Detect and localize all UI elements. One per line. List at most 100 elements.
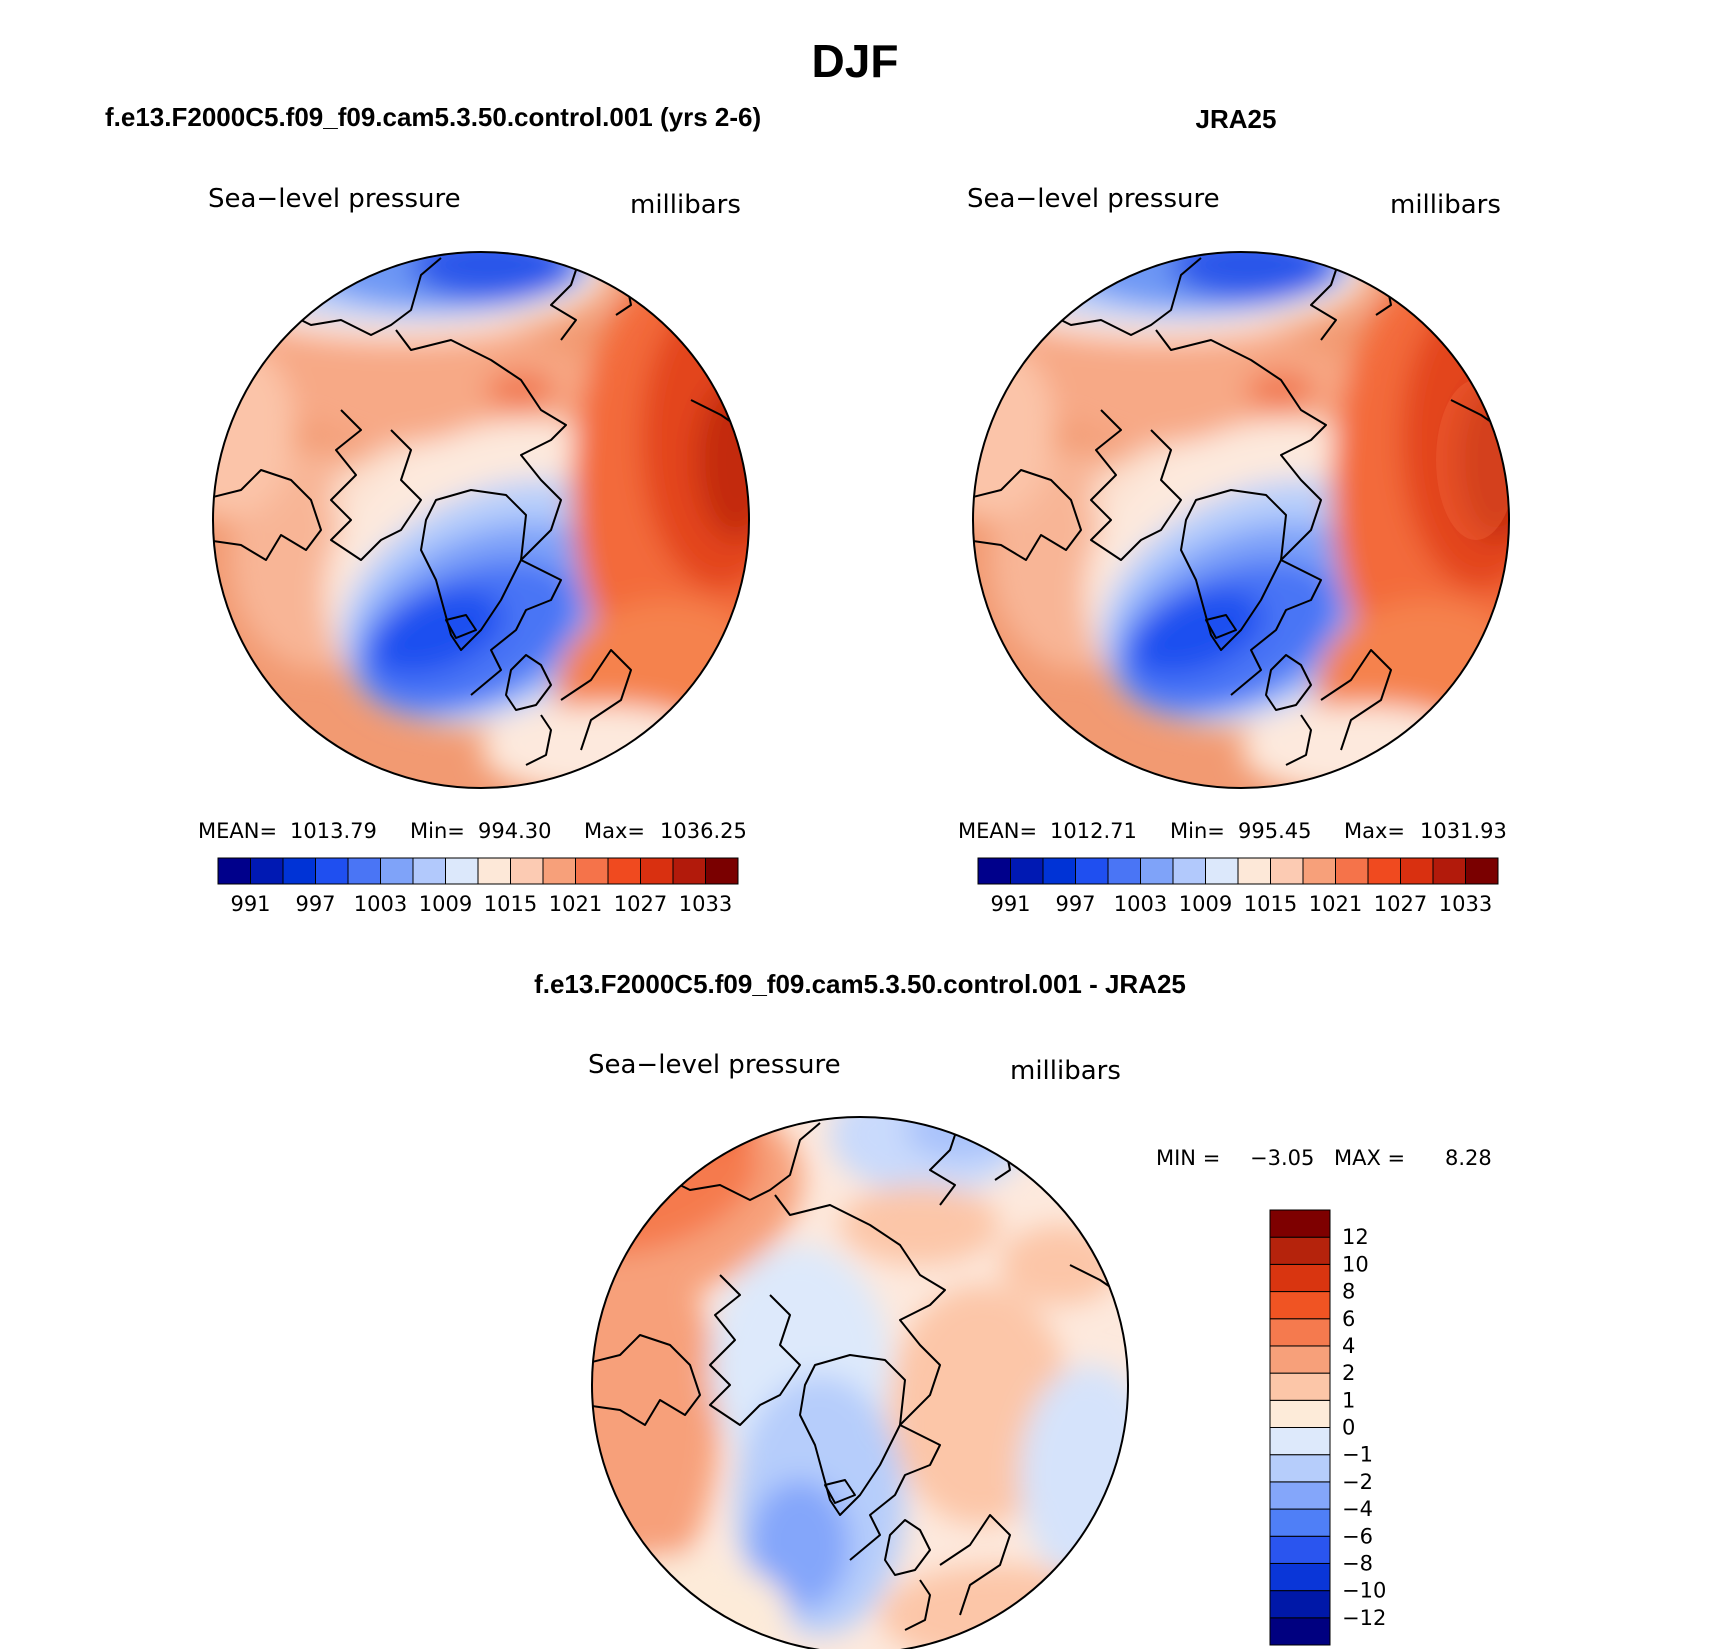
panel-obs: JRA25 Sea−level pressure millibars MEAN=…	[958, 104, 1510, 916]
panel-model-colorbar-swatch	[250, 857, 284, 885]
panel-model-colorbar-tick-label: 1027	[614, 892, 667, 916]
figure-title: DJF	[812, 35, 899, 87]
panel-obs-min-label: Min=	[1170, 819, 1225, 843]
panel-model-min-value: 994.30	[478, 819, 551, 843]
panel-obs-colorbar-swatch	[1432, 857, 1466, 885]
panel-diff-map-border	[591, 1116, 1129, 1649]
panel-model-colorbar-tick-label: 1009	[419, 892, 472, 916]
panel-obs-mean-label: MEAN=	[958, 819, 1037, 843]
panel-obs-colorbar-tick-label: 1015	[1244, 892, 1297, 916]
panel-model-colorbar-swatch	[347, 857, 381, 885]
panel-model-map-border	[212, 251, 750, 789]
panel-diff-colorbar-swatch	[1269, 1291, 1331, 1320]
panel-diff-colorbar-tick-label: −10	[1342, 1579, 1386, 1603]
panel-diff-colorbar-tick-label: −8	[1342, 1551, 1373, 1575]
panel-diff-colorbar-tick-label: −4	[1342, 1497, 1373, 1521]
panel-obs-stats: MEAN= 1012.71 Min= 995.45 Max= 1031.93	[958, 819, 1507, 843]
panel-model-units-label: millibars	[630, 190, 741, 220]
panel-obs-colorbar-swatch	[1205, 857, 1239, 885]
panel-obs-colorbar-swatch	[1107, 857, 1141, 885]
panel-obs-min-value: 995.45	[1238, 819, 1311, 843]
panel-diff-map	[592, 1066, 1160, 1649]
panel-obs-colorbar-swatch	[1400, 857, 1434, 885]
panel-obs-mean-value: 1012.71	[1050, 819, 1137, 843]
panel-model-mean-label: MEAN=	[198, 819, 277, 843]
panel-model-map	[213, 200, 831, 820]
panel-model-mean-value: 1013.79	[290, 819, 377, 843]
panel-obs-colorbar-swatch	[1367, 857, 1401, 885]
panel-model-colorbar-tick-label: 1021	[549, 892, 602, 916]
panel-model-variable-label: Sea−level pressure	[208, 184, 461, 214]
panel-obs-colorbar-swatch	[1172, 857, 1206, 885]
panel-model-colorbar-swatch	[217, 857, 251, 885]
panel-diff-colorbar-swatch	[1269, 1318, 1331, 1347]
panel-model-colorbar-swatch	[510, 857, 544, 885]
panel-obs-title: JRA25	[1196, 104, 1277, 134]
panel-diff-variable-label: Sea−level pressure	[588, 1050, 841, 1080]
panel-diff-colorbar-swatch	[1269, 1535, 1331, 1564]
panel-model-colorbar-tick-label: 1033	[679, 892, 732, 916]
panel-obs-colorbar-swatch	[1335, 857, 1369, 885]
panel-obs-units-label: millibars	[1390, 190, 1501, 220]
panel-diff-colorbar-tick-label: −1	[1342, 1443, 1373, 1467]
panel-diff-colorbar-tick-label: 1	[1342, 1388, 1355, 1412]
panel-obs-map	[973, 200, 1509, 820]
panel-obs-colorbar-tick-label: 1009	[1179, 892, 1232, 916]
panel-diff-colorbar-tick-label: −6	[1342, 1524, 1373, 1548]
panel-diff-max-label: MAX =	[1334, 1146, 1405, 1170]
panel-diff-colorbar-swatch	[1269, 1508, 1331, 1537]
panel-diff-colorbar-tick-label: 6	[1342, 1307, 1355, 1331]
panel-obs-colorbar-tick-label: 1027	[1374, 892, 1427, 916]
panel-model: f.e13.F2000C5.f09_f09.cam5.3.50.control.…	[105, 102, 831, 916]
panel-diff-colorbar-tick-label: 8	[1342, 1280, 1355, 1304]
panel-obs-colorbar-tick-label: 991	[990, 892, 1030, 916]
panel-diff-colorbar-swatch	[1269, 1427, 1331, 1456]
panel-diff-colorbar-swatch	[1269, 1590, 1331, 1619]
panel-diff-colorbar-swatch	[1269, 1617, 1331, 1646]
panel-diff-colorbar-tick-label: 10	[1342, 1252, 1369, 1276]
panel-obs-colorbar-swatch	[1465, 857, 1499, 885]
panel-model-colorbar-swatch	[705, 857, 739, 885]
panel-obs-colorbar-swatch	[1042, 857, 1076, 885]
panel-model-max-label: Max=	[584, 819, 645, 843]
panel-model-colorbar-tick-label: 1003	[354, 892, 407, 916]
panel-obs-colorbar-tick-label: 1021	[1309, 892, 1362, 916]
panel-obs-colorbar-tick-label: 1033	[1439, 892, 1492, 916]
panel-obs-colorbar-swatch	[1302, 857, 1336, 885]
panel-diff-min-value: −3.05	[1250, 1146, 1314, 1170]
panel-model-colorbar-swatch	[282, 857, 316, 885]
panel-obs-colorbar-swatch	[1075, 857, 1109, 885]
panel-model-colorbar-swatch	[672, 857, 706, 885]
panel-diff-max-value: 8.28	[1445, 1146, 1492, 1170]
panel-diff-colorbar-swatch	[1269, 1209, 1331, 1238]
panel-obs-colorbar-swatch	[1140, 857, 1174, 885]
panel-model-colorbar-swatch	[640, 857, 674, 885]
panel-obs-colorbar-swatch	[1270, 857, 1304, 885]
panel-model-colorbar-swatch	[315, 857, 349, 885]
panel-obs-colorbar: 991 997 1003 1009 1015 1021 1027 1033	[977, 857, 1499, 916]
panel-diff-title: f.e13.F2000C5.f09_f09.cam5.3.50.control.…	[534, 969, 1186, 999]
panel-diff-colorbar-swatch	[1269, 1562, 1331, 1592]
panel-diff-units-label: millibars	[1010, 1056, 1121, 1086]
panel-model-colorbar: 991 997 1003 1009 1015 1021 1027 1033	[217, 857, 739, 916]
panel-diff-colorbar-swatch	[1269, 1263, 1331, 1293]
panel-model-stats: MEAN= 1013.79 Min= 994.30 Max= 1036.25	[198, 819, 747, 843]
panel-model-colorbar-swatch	[445, 857, 479, 885]
panel-obs-colorbar-swatch	[1010, 857, 1044, 885]
panel-model-colorbar-tick-label: 997	[295, 892, 335, 916]
panel-obs-colorbar-swatch	[977, 857, 1011, 885]
panel-diff-colorbar-tick-label: −2	[1342, 1470, 1373, 1494]
panel-model-title: f.e13.F2000C5.f09_f09.cam5.3.50.control.…	[105, 102, 761, 132]
panel-diff-colorbar-swatch	[1269, 1481, 1331, 1510]
panel-diff-min-label: MIN =	[1156, 1146, 1220, 1170]
panel-obs-colorbar-swatch	[1237, 857, 1271, 885]
panel-diff-colorbar-tick-label: 4	[1342, 1334, 1355, 1358]
panel-diff-colorbar-tick-label: 0	[1342, 1416, 1355, 1440]
panel-model-colorbar-swatch	[380, 857, 414, 885]
panel-model-colorbar-swatch	[575, 857, 609, 885]
panel-obs-max-label: Max=	[1344, 819, 1405, 843]
panel-diff-colorbar-tick-label: 2	[1342, 1361, 1355, 1385]
panel-diff-colorbar-swatch	[1269, 1454, 1331, 1483]
panel-model-colorbar-tick-label: 991	[230, 892, 270, 916]
